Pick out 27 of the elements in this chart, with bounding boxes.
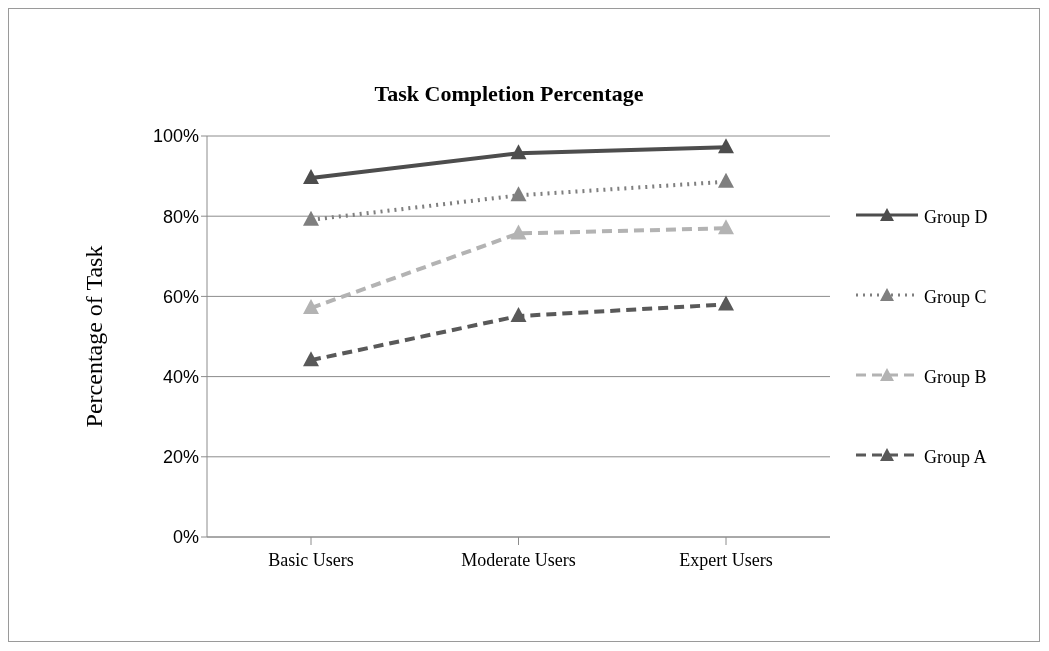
y-axis-title: Percentage of Task bbox=[80, 245, 107, 428]
point bbox=[303, 210, 319, 226]
legend-label: Group B bbox=[924, 367, 987, 388]
legend-label: Group C bbox=[924, 287, 987, 308]
point bbox=[303, 351, 319, 367]
y-tick-label: 80% bbox=[162, 206, 199, 227]
legend-label: Group D bbox=[924, 207, 988, 228]
y-tick-label: 60% bbox=[162, 286, 199, 307]
y-tick-label: 100% bbox=[152, 126, 199, 147]
point bbox=[718, 172, 734, 188]
point bbox=[303, 299, 319, 315]
y-tick-label: 20% bbox=[162, 447, 199, 468]
legend-label: Group A bbox=[924, 447, 987, 468]
x-tick-label: Moderate Users bbox=[461, 549, 576, 570]
x-tick-label: Expert Users bbox=[679, 549, 773, 570]
point bbox=[718, 138, 734, 154]
point bbox=[303, 169, 319, 185]
y-tick-label: 40% bbox=[162, 366, 199, 387]
point bbox=[510, 186, 527, 202]
point bbox=[718, 295, 734, 311]
chart-title: Task Completion Percentage bbox=[373, 81, 645, 107]
point bbox=[510, 144, 527, 160]
point bbox=[718, 219, 734, 235]
x-tick-label: Basic Users bbox=[268, 549, 354, 570]
y-tick-label: 0% bbox=[172, 527, 199, 548]
point bbox=[510, 307, 527, 323]
point bbox=[510, 224, 527, 240]
